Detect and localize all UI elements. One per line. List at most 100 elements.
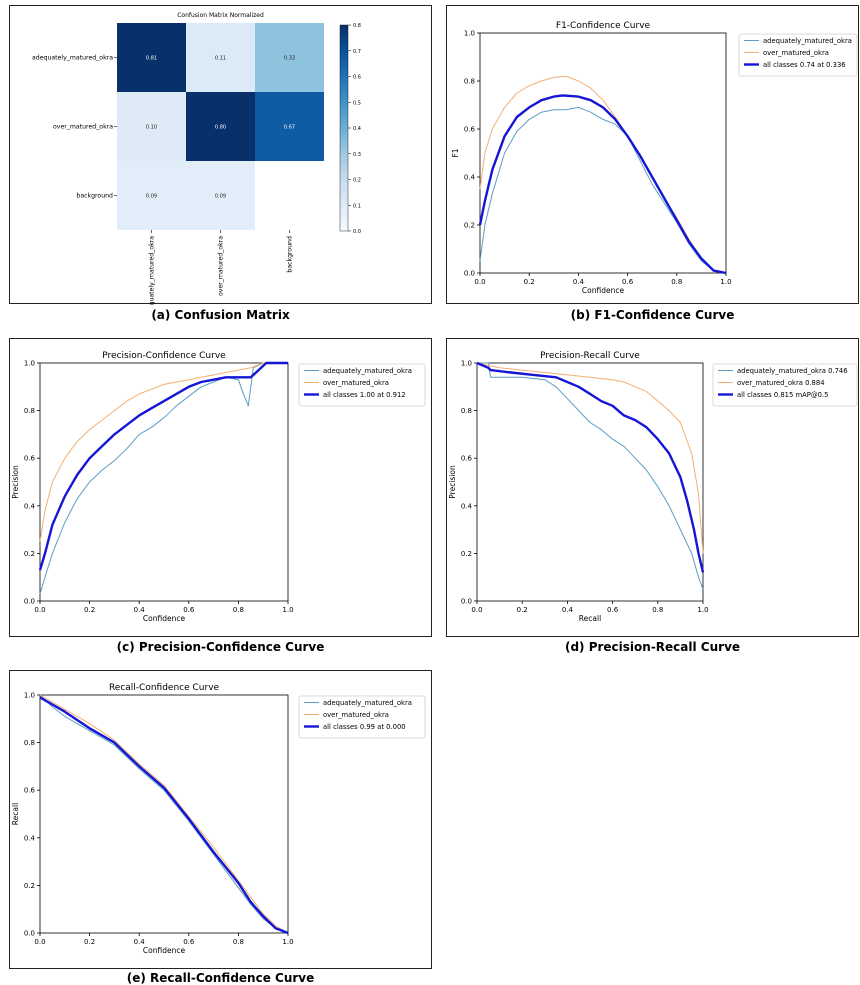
y-tick-label: 0.6 [464,126,476,134]
x-tick-label: 1.0 [697,606,708,614]
x-tick-label: 1.0 [282,938,293,946]
colorbar-tick-label: 0.1 [353,203,361,209]
heatmap-cell [117,92,186,161]
col-label: adequately_matured_okra [149,236,156,305]
legend-label-3: all classes 0.74 at 0.336 [763,61,846,69]
colorbar-tick-label: 0.2 [353,178,361,184]
y-axis-label: Precision [448,465,457,499]
f1-confidence-panel: F1-Confidence Curve 0.0 0.2 0.4 0.6 0.8 1.0 0.0… [446,5,859,304]
x-tick-label: 0.8 [233,606,244,614]
row-label: background [76,193,113,200]
x-tick-label: 0.6 [183,938,195,946]
recall-confidence-svg: Recall-Confidence Curve 0.0 0.2 0.4 0.6 0.8 1.… [11,683,426,955]
x-tick-label: 0.0 [474,278,485,286]
cell-value-label: 0.33 [284,56,295,62]
recall-confidence-panel: Recall-Confidence Curve 0.0 0.2 0.4 0.6 0.8 1.… [9,670,432,969]
legend-label-2: over_matured_okra 0.884 [737,379,825,387]
y-tick-label: 0.0 [24,930,35,938]
y-tick-label: 0.8 [24,407,35,415]
legend-label-1: adequately_matured_okra 0.746 [737,367,848,375]
confusion-matrix-svg: Confusion Matrix Normalized 0.81 0.11 0.33 0… [32,12,361,305]
caption-precision-recall: (d) Precision-Recall Curve [564,640,741,654]
x-axis-label: Confidence [582,286,625,295]
y-tick-label: 0.2 [24,882,35,890]
colorbar [339,24,349,232]
series-line-3 [39,696,289,935]
x-tick-label: 0.4 [134,606,146,614]
x-tick-label: 0.6 [607,606,619,614]
colorbar-tick-label: 0.3 [353,152,361,158]
legend-box [712,363,858,407]
legend-label-3: all classes 1.00 at 0.912 [323,391,406,399]
y-axis-label: Precision [11,465,20,499]
colorbar-tick-label: 0.6 [353,75,361,81]
y-tick-label: 1.0 [461,360,472,368]
heatmap-cell [186,23,255,92]
plot-area [39,694,289,934]
x-tick-label: 0.8 [652,606,663,614]
heatmap-cell [117,23,186,92]
legend-label-2: over_matured_okra [323,379,389,387]
cell-value-label: 0.10 [146,125,157,131]
legend-box [298,695,426,739]
x-tick-label: 0.4 [573,278,585,286]
plot-area [39,362,289,602]
x-tick-label: 0.2 [524,278,535,286]
x-tick-label: 0.4 [134,938,146,946]
caption-f1-confidence: (b) F1-Confidence Curve [570,308,735,322]
x-tick-label: 0.0 [34,606,45,614]
y-tick-label: 0.4 [24,502,36,510]
legend-label-2: over_matured_okra [323,711,389,719]
y-tick-label: 0.8 [461,407,472,415]
caption-recall-confidence: (e) Recall-Confidence Curve [126,971,315,985]
legend-label-1: adequately_matured_okra [763,37,852,45]
x-tick-label: 0.8 [233,938,244,946]
x-axis-label: Recall [579,614,601,623]
colorbar-tick-label: 0.8 [353,23,361,29]
y-tick-label: 0.4 [24,834,36,842]
f1-confidence-svg: F1-Confidence Curve 0.0 0.2 0.4 0.6 0.8 1.0 0.0… [451,21,858,295]
precision-confidence-svg: Precision-Confidence Curve 0.0 0.2 0.4 0.6 0.… [11,351,426,623]
x-tick-label: 0.0 [471,606,482,614]
y-tick-label: 1.0 [464,30,475,38]
colorbar-tick-label: 0.4 [353,126,361,132]
chart-title: Confusion Matrix Normalized [177,12,264,19]
legend-label-3: all classes 0.815 mAP@0.5 [737,391,828,399]
legend-label-1: adequately_matured_okra [323,699,412,707]
series-line-3 [478,94,727,275]
y-tick-label: 0.8 [24,739,35,747]
cell-value-label: 0.80 [215,125,226,131]
y-tick-label: 0.4 [461,502,473,510]
y-tick-label: 1.0 [24,360,35,368]
x-axis-label: Confidence [143,614,186,623]
heatmap-cell [186,161,255,230]
caption-confusion-matrix: (a) Confusion Matrix [151,308,290,322]
x-tick-label: 0.6 [622,278,634,286]
series-line-3 [476,361,705,573]
heatmap-cell [186,92,255,161]
caption-precision-confidence: (c) Precision-Confidence Curve [116,640,325,654]
chart-title: Precision-Recall Curve [540,351,640,361]
confusion-matrix-panel: Confusion Matrix Normalized 0.81 0.11 0.33 0… [9,5,432,305]
colorbar-tick-label: 0.0 [353,229,361,235]
y-tick-label: 0.0 [464,270,475,278]
legend-box [738,33,858,77]
y-axis-label: F1 [451,148,460,157]
colorbar-tick-label: 0.5 [353,100,361,106]
series-line-1 [477,362,704,590]
x-tick-label: 0.2 [84,938,95,946]
legend-label-1: adequately_matured_okra [323,367,412,375]
x-tick-label: 0.2 [84,606,95,614]
y-tick-label: 0.6 [461,455,473,463]
y-tick-label: 0.2 [461,550,472,558]
y-tick-label: 0.4 [464,174,476,182]
x-tick-label: 0.8 [671,278,682,286]
cell-value-label: 0.09 [215,194,226,200]
y-tick-label: 0.0 [24,598,35,606]
legend-box [298,363,426,407]
y-tick-label: 0.0 [461,598,472,606]
y-tick-label: 0.2 [464,222,475,230]
y-tick-label: 1.0 [24,692,35,700]
colorbar-tick-label: 0.7 [353,49,361,55]
col-label: background [287,236,294,273]
